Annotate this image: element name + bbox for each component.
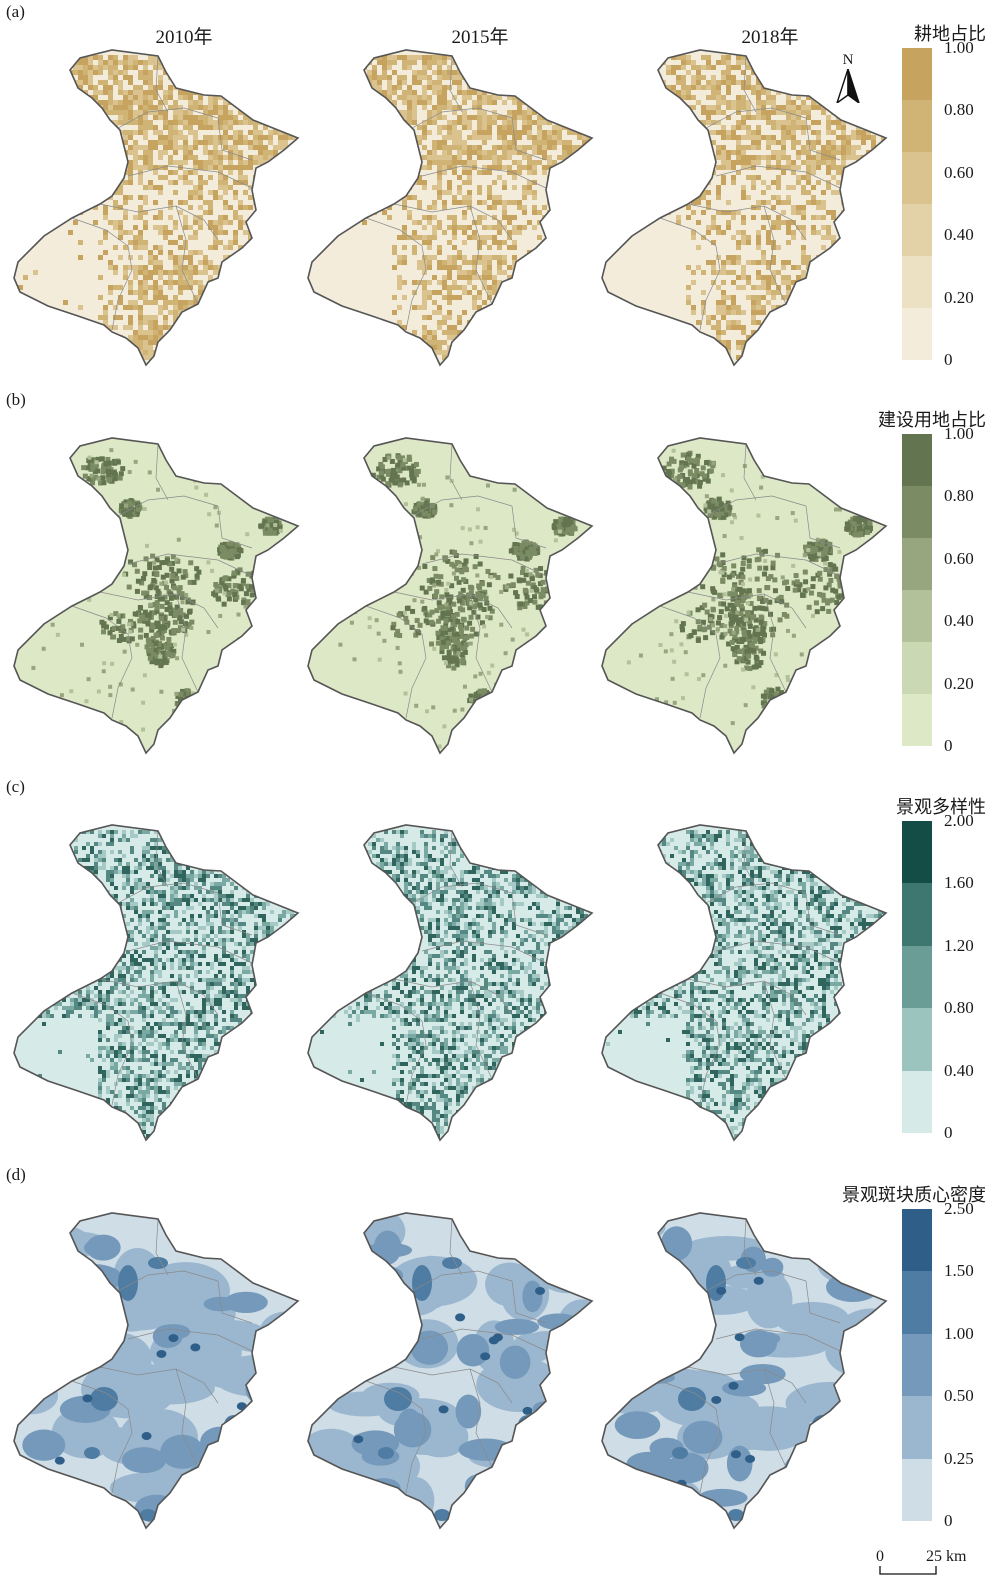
legend-swatch <box>902 308 932 360</box>
legend-tick: 0.40 <box>944 225 974 245</box>
scale-zero: 0 <box>876 1548 884 1565</box>
legend-swatch <box>902 945 932 1009</box>
map-3-2010年 <box>13 824 300 1142</box>
legend-swatch <box>902 538 932 590</box>
legend-swatch <box>902 1333 932 1397</box>
legend-tick: 2.50 <box>944 1199 974 1218</box>
legend-swatch <box>902 821 932 884</box>
map-3-2015年 <box>307 824 594 1142</box>
legend-tick: 1.50 <box>944 1261 974 1281</box>
legend-swatch <box>902 1271 932 1334</box>
legend-swatch <box>902 1070 932 1133</box>
legend-bar-3 <box>902 821 932 1133</box>
year-label-2018: 2018年 <box>741 27 799 48</box>
legend-swatch <box>902 590 932 642</box>
north-arrow-icon <box>835 68 861 105</box>
legend-tick: 1.60 <box>944 873 974 893</box>
legend-bar-2 <box>902 434 932 746</box>
legend-tick: 1.00 <box>944 424 974 443</box>
legend-swatch <box>902 883 932 946</box>
map-4-2010年 <box>13 1212 300 1530</box>
north-arrow: N <box>835 52 865 112</box>
legend-swatch <box>902 204 932 256</box>
legend-title-1: 耕地占比 <box>914 24 986 44</box>
scale-bar-line <box>879 1566 937 1575</box>
legend-swatch <box>902 486 932 538</box>
legend-tick: 0.40 <box>944 1060 974 1080</box>
legend-swatch <box>902 152 932 204</box>
map-1-2010年 <box>13 49 300 367</box>
legend-title-4: 景观斑块质心密度 <box>842 1185 986 1205</box>
year-label-2010: 2010年 <box>155 27 213 48</box>
map-4-2018年 <box>601 1212 888 1530</box>
legend-swatch <box>902 256 932 308</box>
north-label: N <box>842 52 854 68</box>
legend-swatch <box>902 1458 932 1521</box>
legend-tick: 0.60 <box>944 162 974 182</box>
legend-tick: 1.20 <box>944 935 974 955</box>
legend-tick: 0 <box>944 1511 953 1530</box>
legend-swatch <box>902 100 932 152</box>
legend-bar-1 <box>902 48 932 360</box>
year-label-2015: 2015年 <box>451 27 509 48</box>
legend-swatch <box>902 48 932 100</box>
map-1-2015年 <box>307 49 594 367</box>
legend-swatch <box>902 694 932 746</box>
map-3-2018年 <box>601 824 888 1142</box>
legend-title-2: 建设用地占比 <box>878 410 986 430</box>
panel-label-1: (a) <box>6 2 25 21</box>
legend-swatch <box>902 1396 932 1459</box>
legend-bar-4 <box>902 1209 932 1521</box>
legend-title-3: 景观多样性 <box>896 797 986 817</box>
map-1-2018年 <box>601 49 888 367</box>
legend-tick: 0 <box>944 350 953 369</box>
legend-tick: 0 <box>944 1123 953 1142</box>
legend-tick: 0.80 <box>944 998 974 1018</box>
panel-label-4: (d) <box>6 1165 26 1184</box>
panel-label-2: (b) <box>6 390 26 409</box>
legend-tick: 0.50 <box>944 1386 974 1406</box>
legend-tick: 0.40 <box>944 611 974 631</box>
legend-swatch <box>902 642 932 694</box>
panel-label-3: (c) <box>6 777 25 796</box>
legend-tick: 0 <box>944 736 953 755</box>
legend-swatch <box>902 434 932 486</box>
scale-end: 25 km <box>926 1548 967 1565</box>
legend-tick: 1.00 <box>944 38 974 57</box>
legend-tick: 2.00 <box>944 811 974 830</box>
legend-tick: 0.80 <box>944 100 974 120</box>
map-4-2015年 <box>307 1212 594 1530</box>
map-2-2018年 <box>601 437 888 755</box>
legend-tick: 1.00 <box>944 1323 974 1343</box>
scale-bar: 0 25 km <box>872 1548 982 1578</box>
legend-tick: 0.60 <box>944 548 974 568</box>
legend-tick: 0.80 <box>944 486 974 506</box>
legend-tick: 0.25 <box>944 1448 974 1468</box>
map-2-2015年 <box>307 437 594 755</box>
legend-swatch <box>902 1209 932 1272</box>
legend-tick: 0.20 <box>944 673 974 693</box>
legend-swatch <box>902 1008 932 1071</box>
legend-tick: 0.20 <box>944 287 974 307</box>
map-2-2010年 <box>13 437 300 755</box>
